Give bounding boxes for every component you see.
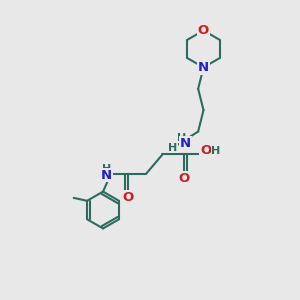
Text: O: O bbox=[178, 172, 190, 185]
Text: O: O bbox=[200, 144, 211, 158]
Text: H: H bbox=[177, 133, 186, 142]
Text: O: O bbox=[198, 24, 209, 37]
Text: H: H bbox=[102, 164, 111, 174]
Text: N: N bbox=[198, 61, 209, 74]
Text: O: O bbox=[123, 191, 134, 204]
Text: H: H bbox=[168, 143, 178, 153]
Text: N: N bbox=[101, 169, 112, 182]
Text: N: N bbox=[180, 137, 191, 150]
Text: H: H bbox=[211, 146, 220, 156]
